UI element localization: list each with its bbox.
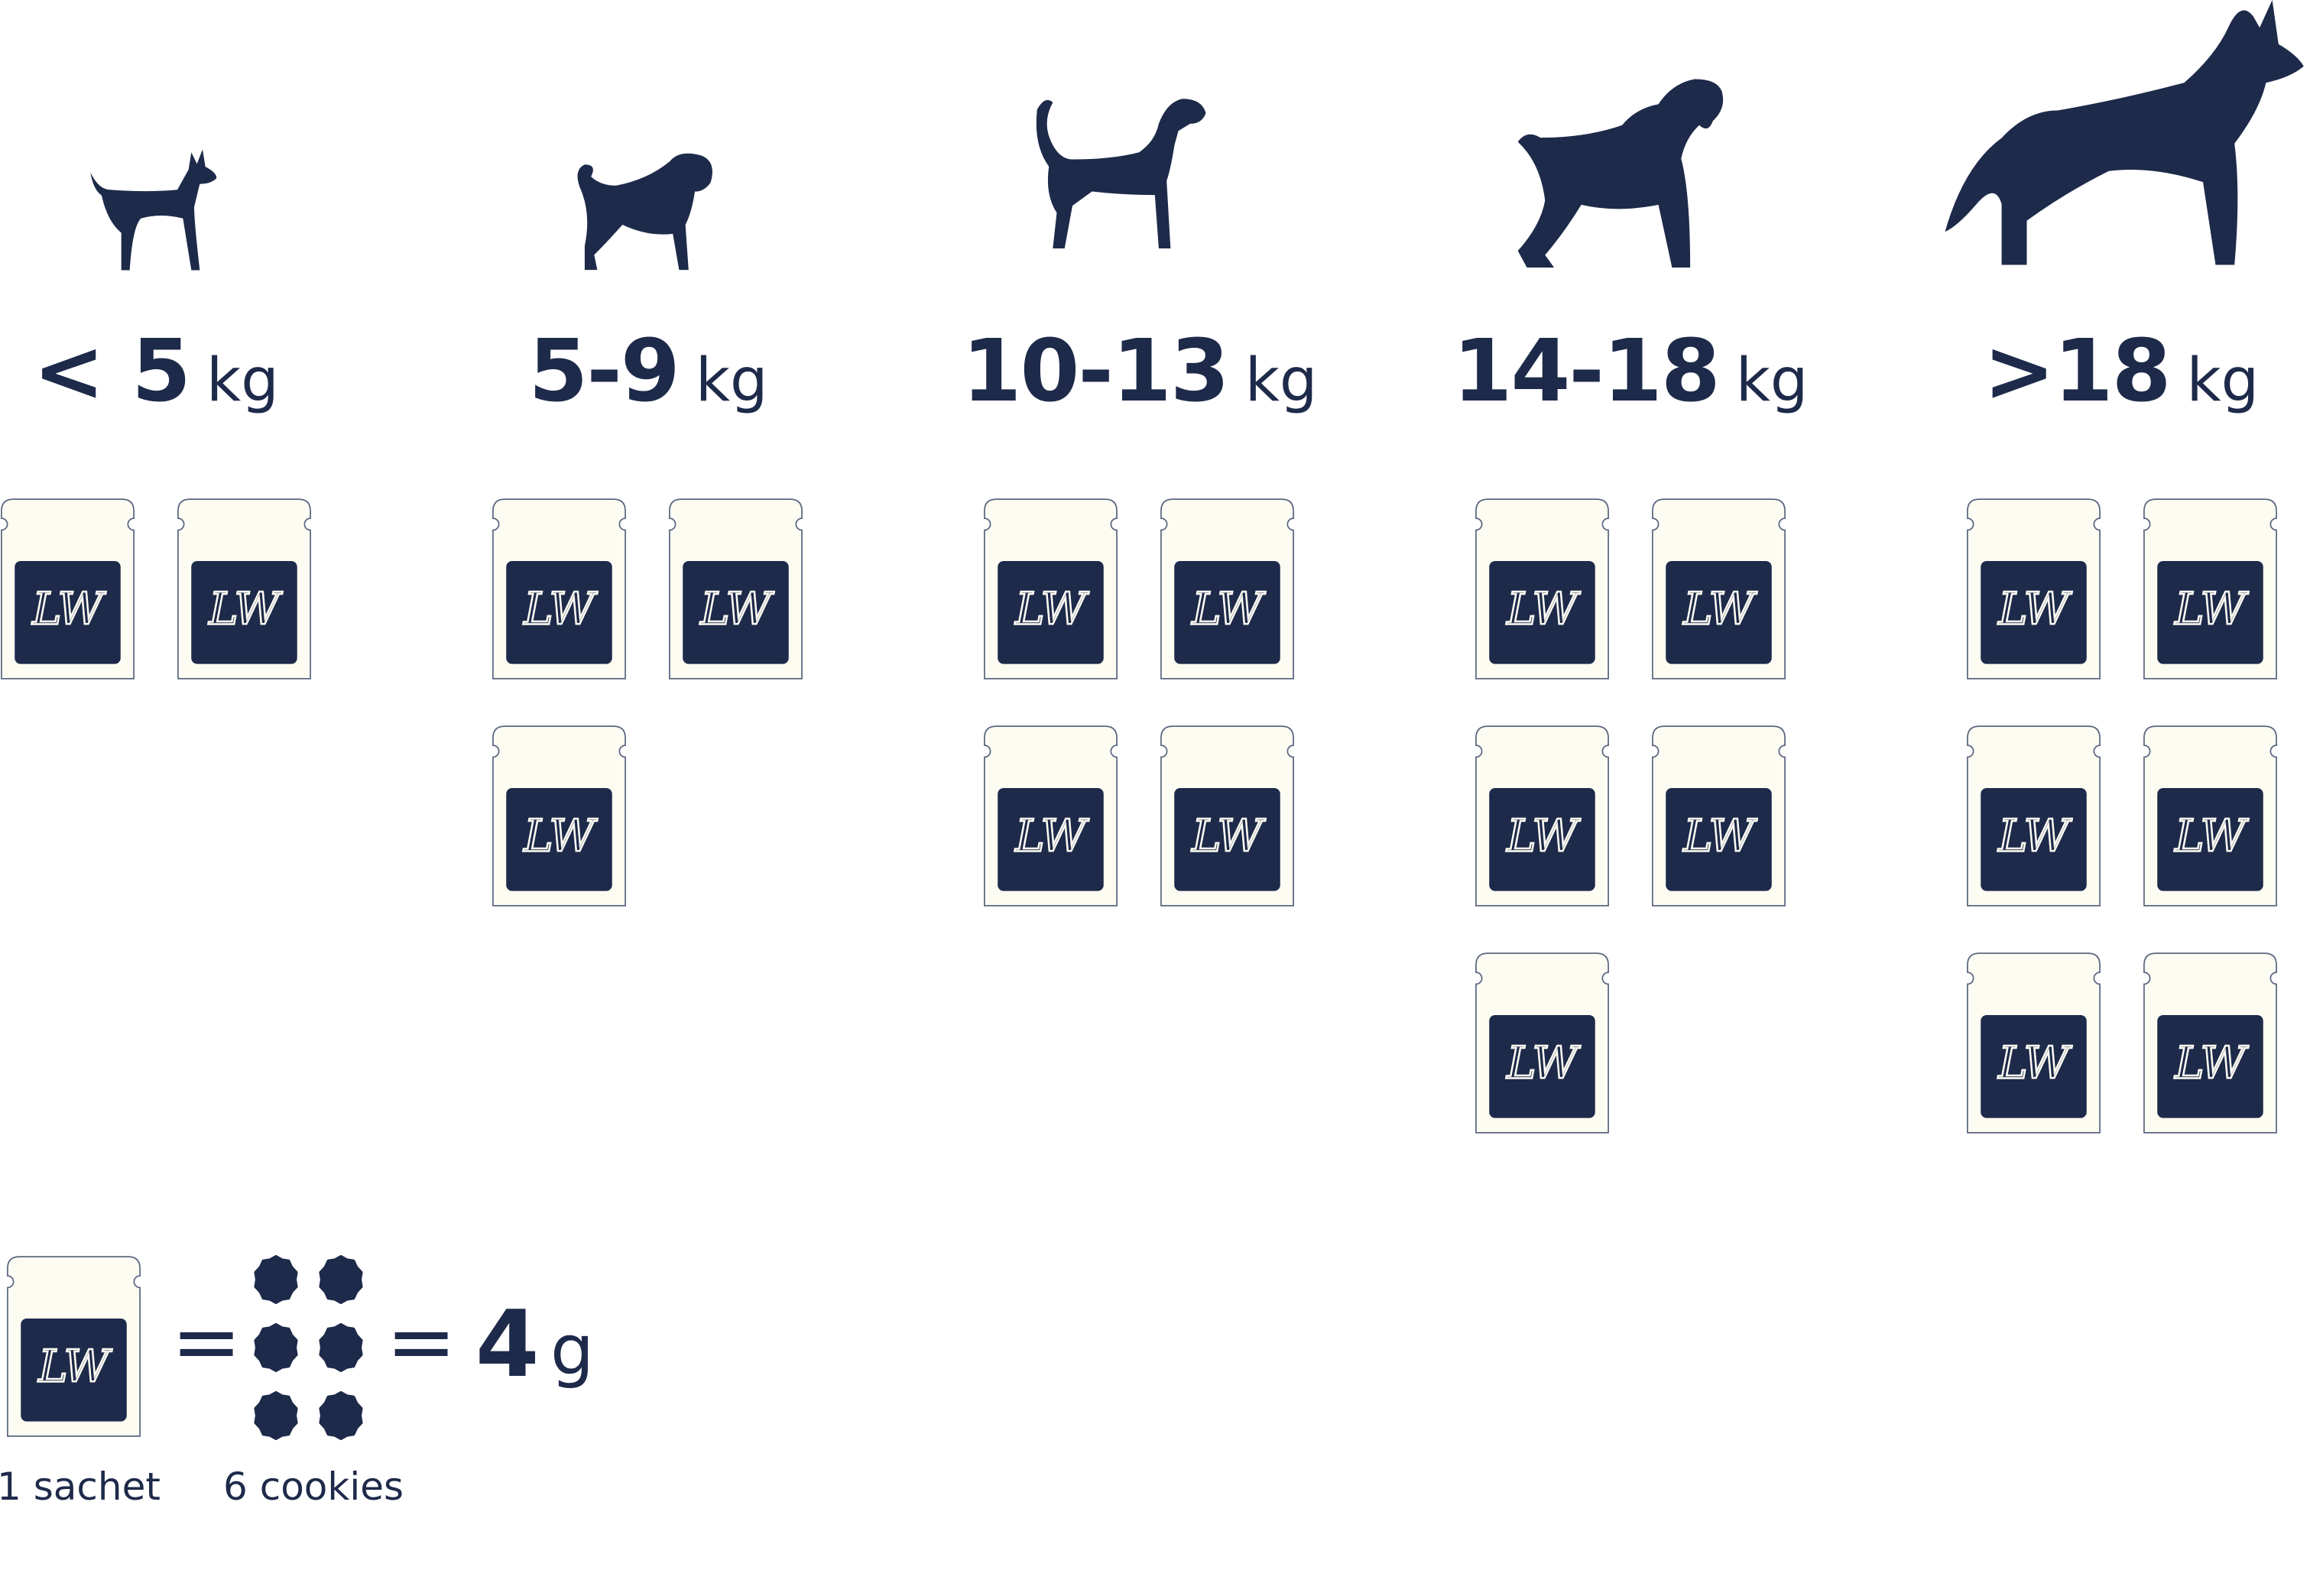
weight-unit: kg: [1735, 346, 1809, 415]
equals-sign: =: [386, 1293, 457, 1390]
sachet-shape: LW: [2143, 725, 2277, 907]
logo-lettering: LW: [1997, 583, 2072, 635]
logo-lettering: LW: [1191, 810, 1266, 862]
sachet-shape: LW: [1967, 725, 2101, 907]
sachet-icon: LW: [2143, 952, 2278, 1134]
cookie-icon: [318, 1391, 364, 1440]
amount-value: 4: [475, 1292, 540, 1398]
weight-range: 14-18: [1452, 322, 1721, 421]
sachet-icon: LW: [6, 1255, 141, 1438]
sachet-shape: LW: [7, 1256, 141, 1437]
sachet-icon: LW: [1651, 498, 1786, 680]
sachet-shape: LW: [2143, 498, 2277, 680]
sachet-icon: LW: [1651, 725, 1786, 907]
weight-range: 10-13: [962, 322, 1230, 421]
cookie-icon: [318, 1323, 364, 1372]
equals-sign: =: [171, 1293, 242, 1390]
logo-lettering: LW: [1682, 583, 1757, 635]
sachet-icon: LW: [1966, 725, 2101, 907]
logo-lettering: LW: [1997, 810, 2072, 862]
sachet-shape: LW: [1475, 498, 1609, 680]
beagle-silhouette-icon: [1014, 81, 1249, 259]
husky-silhouette-icon: [1932, 0, 2310, 276]
sachet-shape: LW: [492, 498, 626, 680]
logo-lettering: LW: [2174, 810, 2249, 862]
logo-lettering: LW: [523, 583, 598, 635]
logo-lettering: LW: [31, 583, 106, 635]
logo-lettering: LW: [1997, 1037, 2072, 1089]
cookie-icon: [253, 1323, 299, 1372]
weight-unit: kg: [695, 346, 768, 415]
pug-silhouette-icon: [560, 125, 748, 276]
sachet-icon: LW: [668, 498, 803, 680]
logo-lettering: LW: [1014, 583, 1089, 635]
weight-range: < 5: [33, 322, 191, 421]
sachet-icon: LW: [1475, 498, 1610, 680]
sachet-icon: LW: [492, 498, 627, 680]
logo-lettering: LW: [1506, 1037, 1581, 1089]
sachet-shape: LW: [1160, 725, 1294, 907]
sachet-shape: LW: [984, 725, 1118, 907]
logo-lettering: LW: [1506, 810, 1581, 862]
cookies-caption: 6 cookies: [223, 1465, 404, 1509]
logo-lettering: LW: [699, 583, 774, 635]
sachet-shape: LW: [1160, 498, 1294, 680]
chihuahua-silhouette-icon: [76, 132, 245, 276]
weight-unit: kg: [2186, 346, 2260, 415]
sachet-shape: LW: [1, 498, 135, 680]
logo-lettering: LW: [1506, 583, 1581, 635]
sachet-icon: LW: [2143, 725, 2278, 907]
sachet-shape: LW: [1475, 952, 1609, 1134]
sachet-icon: LW: [1475, 725, 1610, 907]
sachet-shape: LW: [1967, 952, 2101, 1134]
logo-lettering: LW: [1191, 583, 1266, 635]
sachet-shape: LW: [492, 725, 626, 907]
logo-lettering: LW: [2174, 1037, 2249, 1089]
weight-label-3: 10-13 kg: [895, 329, 1384, 414]
weight-label-4: 14-18 kg: [1386, 329, 1875, 414]
schnauzer-silhouette-icon: [1495, 66, 1767, 276]
cookie-icon: [253, 1391, 299, 1440]
logo-lettering: LW: [1014, 810, 1089, 862]
sachet-icon: LW: [1966, 498, 2101, 680]
sachet-shape: LW: [2143, 952, 2277, 1134]
logo-lettering: LW: [208, 583, 283, 635]
logo-lettering: LW: [523, 810, 598, 862]
weight-label-2: 5-9 kg: [404, 329, 893, 414]
sachet-icon: LW: [1475, 952, 1610, 1134]
sachet-icon: LW: [0, 498, 135, 680]
sachet-shape: LW: [984, 498, 1118, 680]
cookie-icon: [318, 1255, 364, 1304]
weight-range: 5-9: [528, 322, 680, 421]
sachet-shape: LW: [1967, 498, 2101, 680]
sachet-icon: LW: [983, 725, 1118, 907]
sachet-icon: LW: [1966, 952, 2101, 1134]
sachet-shape: LW: [669, 498, 803, 680]
sachet-caption: 1 sachet: [0, 1465, 161, 1509]
sachet-icon: LW: [177, 498, 312, 680]
logo-lettering: LW: [37, 1341, 112, 1393]
weight-unit: kg: [206, 346, 279, 415]
sachet-shape: LW: [1652, 725, 1786, 907]
sachet-icon: LW: [1160, 725, 1295, 907]
logo-lettering: LW: [1682, 810, 1757, 862]
sachet-icon: LW: [983, 498, 1118, 680]
weight-unit: kg: [1244, 346, 1318, 415]
amount-unit: g: [550, 1310, 595, 1390]
sachet-icon: LW: [492, 725, 627, 907]
weight-label-5: >18 kg: [1877, 329, 2310, 414]
sachet-shape: LW: [177, 498, 311, 680]
sachet-shape: LW: [1652, 498, 1786, 680]
logo-lettering: LW: [2174, 583, 2249, 635]
cookie-icon: [253, 1255, 299, 1304]
sachet-icon: LW: [1160, 498, 1295, 680]
sachet-shape: LW: [1475, 725, 1609, 907]
sachet-icon: LW: [2143, 498, 2278, 680]
weight-label-1: < 5 kg: [0, 329, 401, 414]
weight-range: >18: [1983, 322, 2172, 421]
